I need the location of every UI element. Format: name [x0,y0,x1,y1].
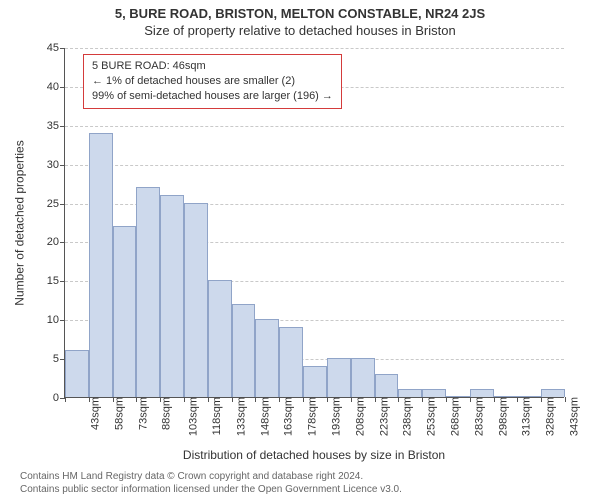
x-tick-label: 283sqm [469,397,485,436]
bar [517,396,541,397]
y-axis-label: Number of detached properties [13,140,27,305]
bar [184,203,208,397]
bar [113,226,137,397]
x-tick-mark [113,397,114,402]
bar [160,195,184,397]
bar [208,280,232,397]
x-tick-label: 253sqm [422,397,438,436]
x-tick-label: 238sqm [398,397,414,436]
x-tick-mark [446,397,447,402]
bar [541,389,565,397]
bar [422,389,446,397]
callout-line-1: 5 BURE ROAD: 46sqm [92,59,333,74]
x-tick-mark [565,397,566,402]
bar [351,358,375,397]
chart-area: 05101520253035404543sqm58sqm73sqm88sqm10… [64,48,564,398]
bar [136,187,160,397]
footer-line-2: Contains public sector information licen… [20,484,402,497]
callout-line-3: 99% of semi-detached houses are larger (… [92,89,333,104]
x-tick-mark [303,397,304,402]
x-tick-mark [375,397,376,402]
x-tick-label: 73sqm [133,397,149,430]
x-tick-mark [327,397,328,402]
histogram: 05101520253035404543sqm58sqm73sqm88sqm10… [64,48,564,398]
x-tick-label: 88sqm [157,397,173,430]
x-tick-label: 178sqm [303,397,319,436]
x-tick-label: 163sqm [279,397,295,436]
gridline [65,48,564,49]
bar [279,327,303,397]
gridline [65,126,564,127]
x-tick-mark [398,397,399,402]
x-tick-label: 343sqm [565,397,581,436]
x-axis-label: Distribution of detached houses by size … [64,448,564,462]
x-tick-mark [89,397,90,402]
x-tick-label: 208sqm [350,397,366,436]
x-tick-mark [136,397,137,402]
bar [327,358,351,397]
x-tick-mark [470,397,471,402]
x-tick-label: 328sqm [541,397,557,436]
page-title: 5, BURE ROAD, BRISTON, MELTON CONSTABLE,… [0,0,600,21]
y-tick-mark [60,126,65,127]
x-tick-label: 313sqm [517,397,533,436]
x-tick-label: 43sqm [85,397,101,430]
bar [446,396,470,397]
x-tick-mark [422,397,423,402]
bar [89,133,113,397]
x-tick-mark [279,397,280,402]
x-tick-mark [65,397,66,402]
callout-line-2: ← 1% of detached houses are smaller (2) [92,74,333,89]
x-tick-mark [255,397,256,402]
x-tick-label: 58sqm [109,397,125,430]
bar [65,350,89,397]
y-tick-mark [60,242,65,243]
bar [470,389,494,397]
x-tick-mark [494,397,495,402]
x-tick-label: 223sqm [374,397,390,436]
bar [398,389,422,397]
x-tick-mark [208,397,209,402]
y-tick-mark [60,204,65,205]
x-tick-label: 133sqm [231,397,247,436]
x-tick-mark [541,397,542,402]
y-tick-mark [60,165,65,166]
x-tick-label: 193sqm [327,397,343,436]
y-tick-mark [60,48,65,49]
x-tick-label: 118sqm [207,397,223,435]
y-tick-mark [60,320,65,321]
footer-line-1: Contains HM Land Registry data © Crown c… [20,471,402,484]
bar [232,304,256,397]
x-tick-mark [351,397,352,402]
bar [303,366,327,397]
x-tick-mark [232,397,233,402]
x-tick-mark [184,397,185,402]
x-tick-mark [160,397,161,402]
x-tick-label: 298sqm [493,397,509,436]
bar [494,396,518,397]
gridline [65,165,564,166]
callout-box: 5 BURE ROAD: 46sqm ← 1% of detached hous… [83,54,342,109]
x-tick-label: 148sqm [255,397,271,436]
bar [375,374,399,397]
attribution-footer: Contains HM Land Registry data © Crown c… [20,471,402,496]
page-subtitle: Size of property relative to detached ho… [0,21,600,38]
x-tick-label: 268sqm [446,397,462,436]
bar [255,319,279,397]
y-tick-mark [60,281,65,282]
x-tick-mark [517,397,518,402]
y-tick-mark [60,87,65,88]
x-tick-label: 103sqm [184,397,200,436]
y-axis-label-wrap: Number of detached properties [12,48,28,398]
